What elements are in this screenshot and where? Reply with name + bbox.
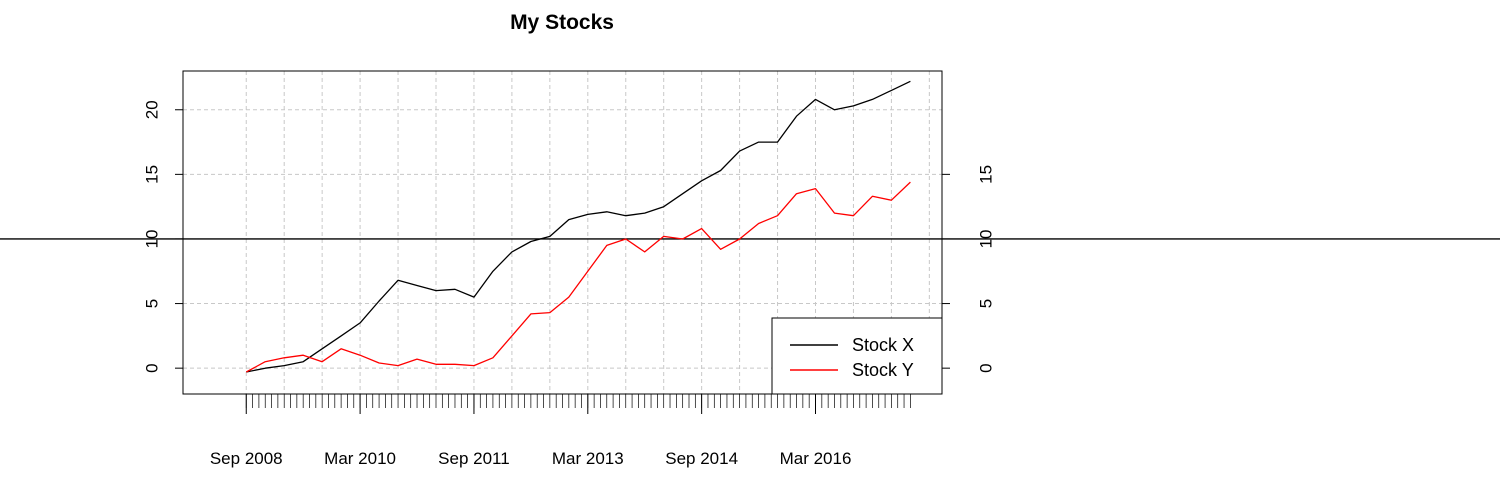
x-tick-label: Sep 2011 — [438, 449, 510, 468]
y-left-tick-label: 0 — [143, 363, 162, 372]
x-tick-label: Mar 2016 — [780, 449, 852, 468]
series-layer — [245, 80, 911, 373]
y-axis-right: 0 5 10 15 — [942, 165, 996, 373]
y-axis-left: 0 5 10 15 20 — [143, 100, 183, 373]
y-right-tick-label: 10 — [977, 229, 996, 248]
series-line-2 — [245, 181, 911, 373]
x-tick-label: Mar 2013 — [552, 449, 624, 468]
legend-label-1: Stock X — [852, 335, 914, 355]
x-axis: Sep 2008 Mar 2010 Sep 2011 Mar 2013 Sep 2014… — [210, 393, 911, 468]
x-tick-label: Mar 2010 — [324, 449, 396, 468]
y-right-tick-label: 5 — [977, 299, 996, 308]
legend-label-2: Stock Y — [852, 360, 914, 380]
y-left-tick-label: 15 — [143, 165, 162, 184]
legend: Stock X Stock Y — [771, 317, 943, 395]
legend-box — [771, 317, 943, 395]
y-left-tick-label: 10 — [143, 229, 162, 248]
series-line-1 — [246, 80, 911, 373]
chart-title: My Stocks — [510, 11, 614, 34]
x-tick-label: Sep 2008 — [210, 449, 283, 468]
y-left-tick-label: 20 — [143, 100, 162, 119]
y-right-tick-label: 0 — [977, 363, 996, 372]
x-tick-label: Sep 2014 — [665, 449, 738, 468]
y-left-tick-label: 5 — [143, 299, 162, 308]
y-right-tick-label: 15 — [977, 165, 996, 184]
